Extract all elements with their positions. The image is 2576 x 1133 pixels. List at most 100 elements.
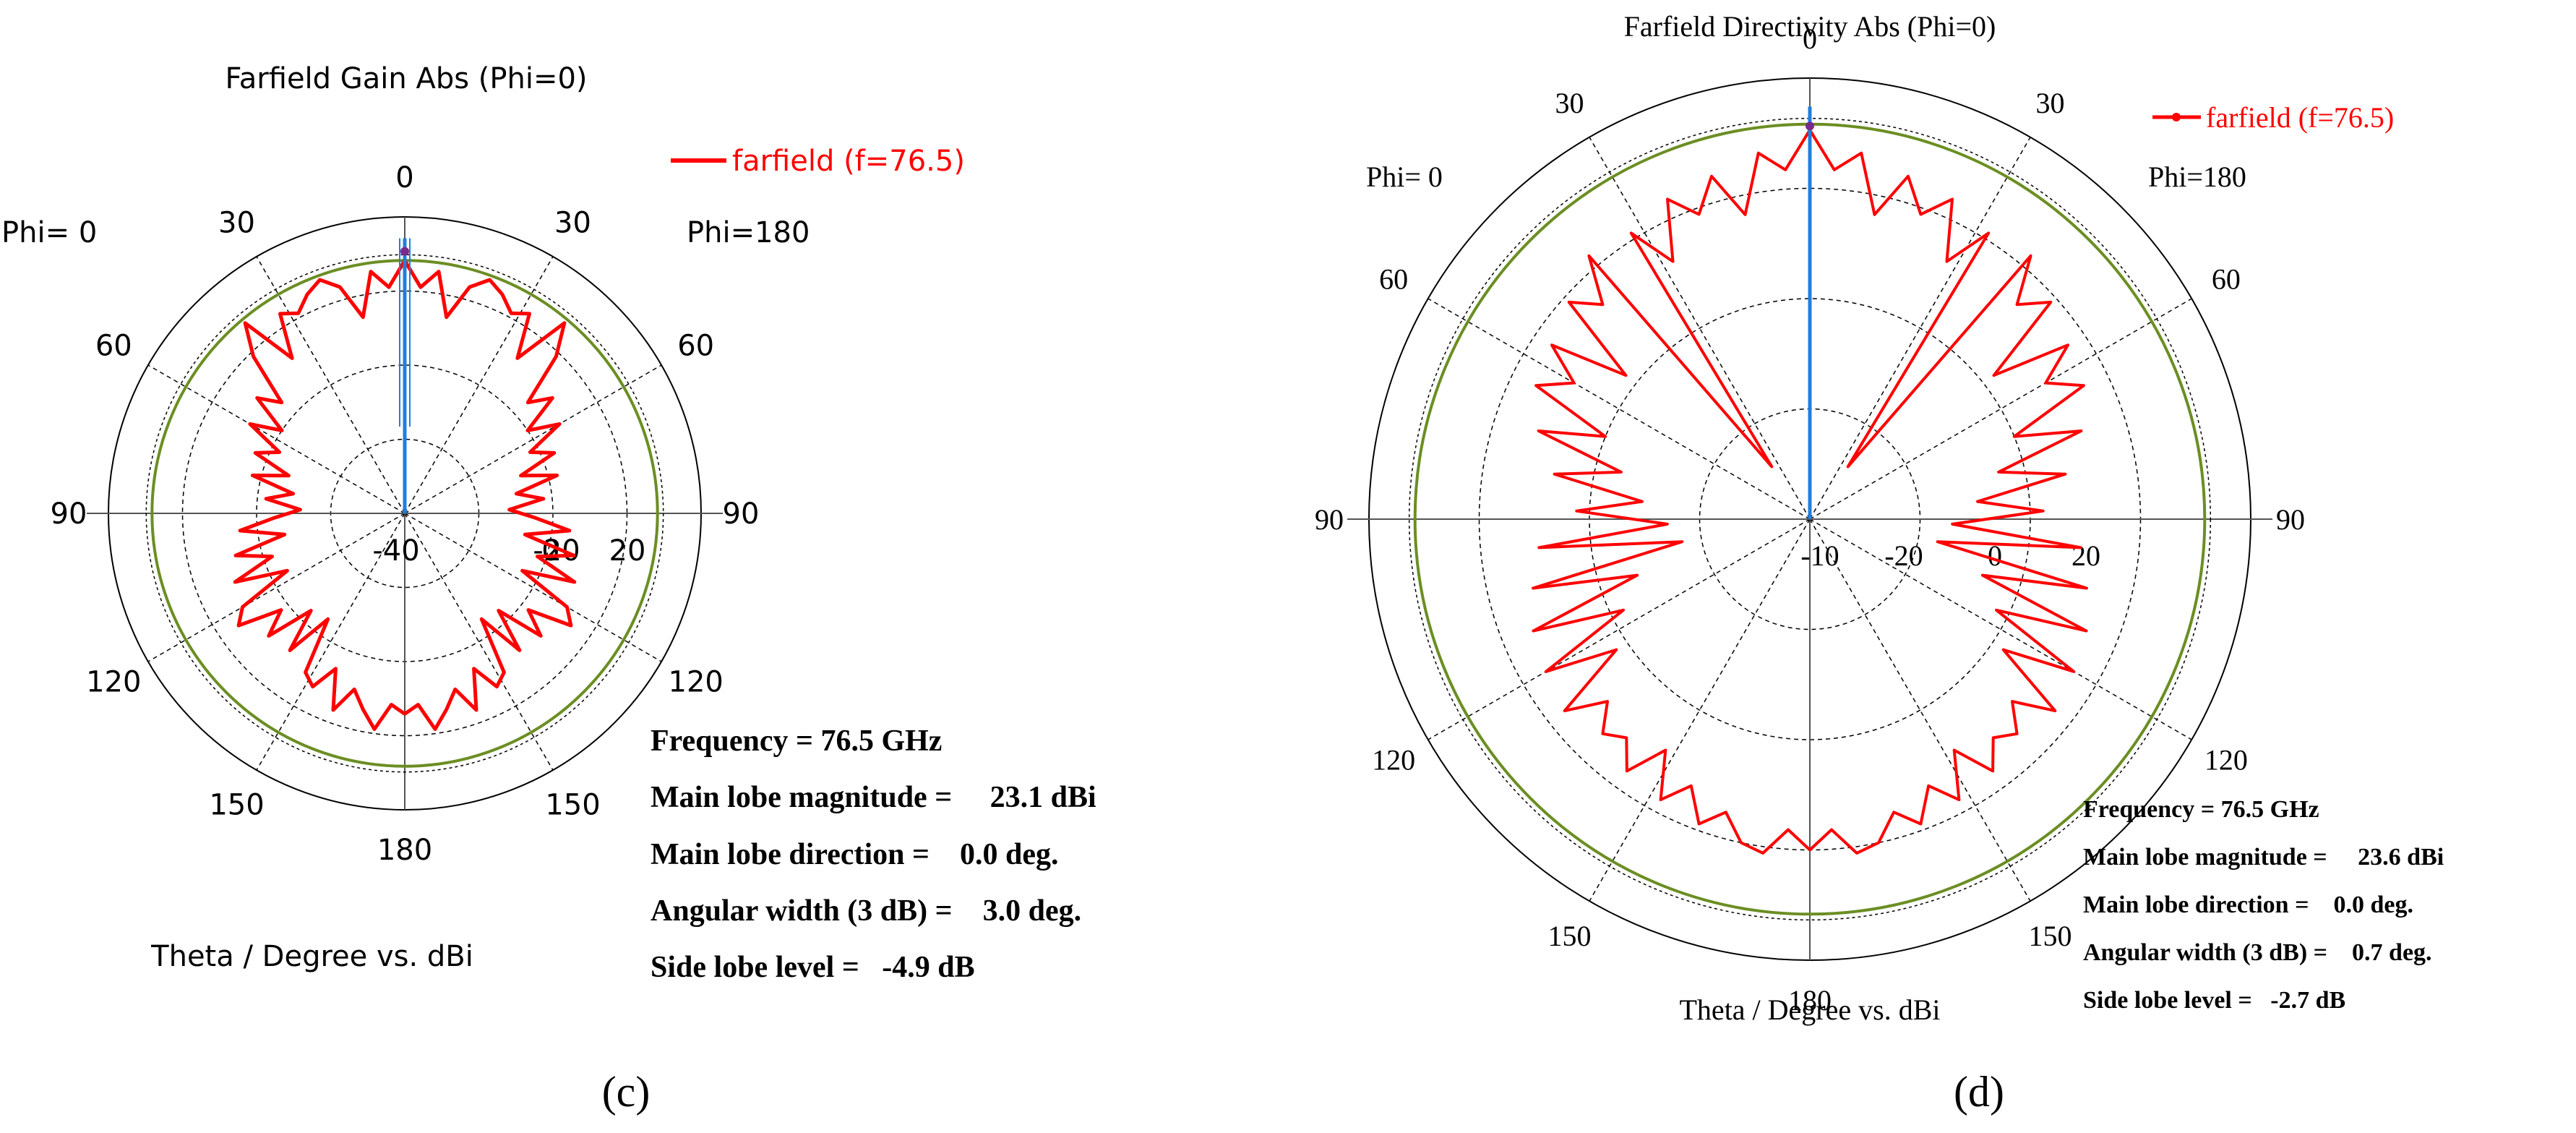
panel-c-title: Farfield Gain Abs (Phi=0) — [225, 62, 587, 95]
pattern-point — [445, 708, 448, 711]
pattern-point — [495, 685, 498, 688]
panel-c-pattern-marks — [233, 238, 577, 731]
pattern-point — [454, 688, 457, 691]
pattern-point — [1860, 152, 1863, 155]
pattern-point — [254, 451, 257, 454]
angle-label-left: 120 — [86, 666, 141, 699]
pattern-point — [1992, 374, 1995, 377]
pattern-point — [304, 671, 307, 674]
pattern-point — [338, 286, 341, 288]
grid-spoke — [404, 513, 662, 662]
pattern-point — [1601, 303, 1604, 306]
panel-c-legend[interactable]: farfield (f=76.5) — [671, 145, 965, 178]
pattern-point — [306, 293, 309, 296]
pattern-point — [568, 529, 571, 532]
pattern-point — [502, 671, 505, 674]
pattern-point — [1532, 586, 1534, 589]
pattern-point — [1573, 382, 1576, 385]
angle-label-bottom: 180 — [377, 834, 432, 867]
pattern-point — [2064, 473, 2066, 476]
grid-spoke — [404, 256, 554, 514]
pattern-point — [1877, 842, 1880, 845]
grid-spoke — [256, 256, 405, 514]
pattern-point — [1787, 829, 1790, 831]
panel-d-legend[interactable]: farfield (f=76.5) — [2152, 101, 2394, 134]
angle-label-right: 60 — [2212, 263, 2241, 296]
pattern-point — [556, 474, 559, 476]
pattern-point — [280, 609, 283, 612]
pattern-point — [1919, 213, 1922, 216]
grid-spoke — [1589, 518, 1811, 902]
radial-tick-label: -10 — [1800, 539, 1839, 572]
grid-spoke — [256, 513, 405, 771]
pattern-point — [1641, 500, 1644, 503]
angle-label-top: 0 — [1803, 22, 1817, 55]
panel-c-left-label: Phi= 0 — [1, 216, 97, 249]
pattern-point — [272, 516, 275, 519]
pattern-point — [1587, 255, 1590, 257]
pattern-point — [480, 617, 483, 620]
pattern-point — [288, 649, 291, 651]
panel-c-info: Frequency = 76.5 GHz Main lobe magnitude… — [651, 724, 1096, 984]
pattern-point — [510, 312, 512, 315]
angle-label-right: 120 — [669, 666, 724, 699]
radial-tick-label: 20 — [609, 534, 646, 568]
pattern-point — [1992, 736, 1995, 739]
main-lobe-3db-marker — [400, 247, 409, 256]
pattern-point — [1660, 798, 1662, 801]
pattern-point — [434, 728, 437, 731]
panel-d-label: (d) — [1954, 1068, 2004, 1116]
pattern-point — [534, 516, 537, 519]
grid-spoke — [404, 364, 662, 514]
pattern-point — [1761, 852, 1764, 855]
pattern-point — [237, 624, 240, 627]
angle-label-left: 30 — [1555, 87, 1584, 119]
panel-c-radial-labels: -40 -200 20 — [372, 534, 645, 568]
pattern-point — [387, 286, 390, 288]
pattern-point — [570, 624, 572, 627]
pattern-point — [280, 401, 283, 404]
angle-label-right: 150 — [545, 789, 600, 822]
pattern-trace-left — [233, 260, 407, 731]
panel-d-info: Frequency = 76.5 GHz Main lobe magnitude… — [2083, 796, 2444, 1014]
pattern-point — [1953, 749, 1956, 752]
pattern-point — [1892, 811, 1895, 813]
pattern-point — [1690, 784, 1693, 787]
pattern-point — [1830, 829, 1833, 831]
pattern-point — [1545, 670, 1547, 673]
grid-spoke — [1589, 137, 1811, 520]
pattern-point — [1606, 700, 1609, 703]
pattern-point — [234, 554, 237, 557]
pattern-point — [473, 667, 476, 670]
pattern-point — [1997, 471, 2000, 474]
pattern-point — [489, 278, 491, 281]
angle-label-left: 90 — [1315, 503, 1344, 536]
grid-spoke — [1427, 298, 1811, 520]
pattern-point — [515, 492, 518, 495]
pattern-point — [2082, 384, 2085, 387]
angle-label-top: 0 — [395, 161, 413, 194]
pattern-point — [554, 355, 557, 358]
panel-d-info-side-lobe: Side lobe level = -2.7 dB — [2083, 987, 2345, 1014]
pattern-point — [1951, 523, 1954, 526]
pattern-point — [1575, 510, 1578, 513]
pattern-point — [1622, 609, 1625, 612]
pattern-point — [1615, 649, 1618, 651]
pattern-point — [1550, 343, 1553, 346]
angle-label-right: 150 — [2029, 920, 2072, 952]
pattern-point — [2066, 343, 2069, 346]
pattern-point — [1957, 798, 1960, 801]
pattern-point — [271, 555, 274, 558]
pattern-point — [1568, 301, 1571, 304]
panel-d-right-label: Phi=180 — [2148, 161, 2246, 193]
panel-d-chart: Farfield Directivity Abs (Phi=0) farfiel… — [1315, 10, 2444, 1116]
pattern-point — [2079, 429, 2082, 432]
pattern-point — [1740, 842, 1743, 845]
panel-c-info-frequency: Frequency = 76.5 GHz — [651, 724, 942, 758]
pattern-point — [1553, 473, 1556, 476]
pattern-point — [520, 474, 523, 477]
pattern-point — [291, 356, 293, 359]
pattern-point — [1630, 231, 1633, 234]
pattern-point — [1987, 231, 1990, 234]
pattern-point — [2016, 732, 2019, 735]
